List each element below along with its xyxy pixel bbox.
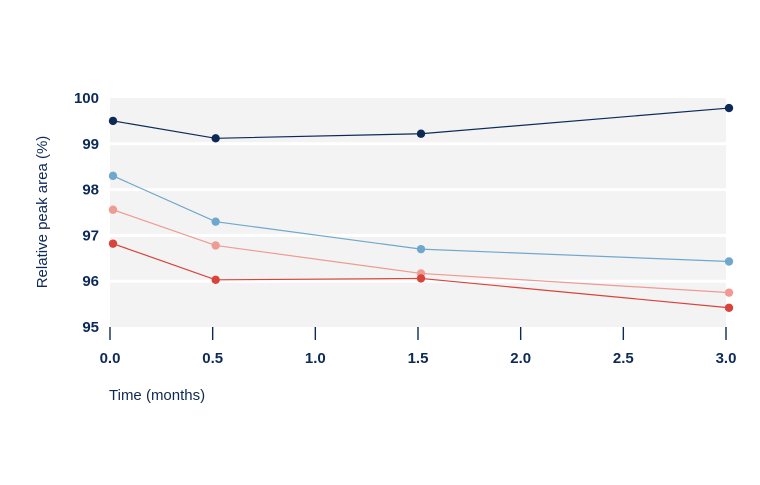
series-1 — [108, 103, 734, 143]
y-tick-label: 97 — [82, 227, 99, 244]
y-axis-title: Relative peak area (%) — [34, 136, 51, 289]
y-tick-label: 100 — [74, 90, 99, 107]
data-point — [724, 288, 734, 297]
data-point — [108, 205, 118, 214]
data-point — [724, 303, 734, 312]
data-point — [724, 103, 734, 113]
x-tick-label: 3.0 — [716, 350, 737, 367]
x-tick-label: 0.0 — [100, 350, 121, 367]
x-axis-title: Time (months) — [109, 387, 205, 404]
series-line — [112, 243, 730, 309]
data-point — [416, 129, 426, 138]
data-point — [108, 171, 118, 181]
data-point — [211, 217, 220, 226]
data-point — [211, 275, 220, 285]
data-point — [211, 241, 220, 250]
series-group — [108, 103, 734, 312]
x-tick-label: 0.5 — [202, 350, 223, 367]
y-tick-label: 95 — [82, 319, 99, 336]
series-line — [112, 209, 730, 294]
series-2 — [108, 171, 734, 266]
y-tick-label: 96 — [82, 273, 99, 290]
data-point — [416, 274, 426, 283]
series-line — [112, 107, 730, 139]
data-point — [211, 134, 220, 143]
y-axis: 95 96 97 98 99 100 — [74, 90, 99, 336]
x-axis: 0.0 0.5 1.0 1.5 2.0 2.5 3.0 — [100, 327, 737, 367]
series-4 — [108, 239, 734, 312]
data-point — [724, 257, 734, 266]
y-tick-label: 98 — [82, 182, 99, 199]
x-tick-label: 2.5 — [613, 350, 634, 367]
series-line — [112, 175, 730, 263]
data-point — [108, 116, 118, 126]
data-point — [416, 244, 426, 254]
x-tick-label: 2.0 — [510, 350, 531, 367]
data-point — [108, 239, 118, 248]
y-tick-label: 99 — [82, 136, 99, 153]
x-tick-label: 1.5 — [408, 350, 429, 367]
x-tick-label: 1.0 — [305, 350, 326, 367]
